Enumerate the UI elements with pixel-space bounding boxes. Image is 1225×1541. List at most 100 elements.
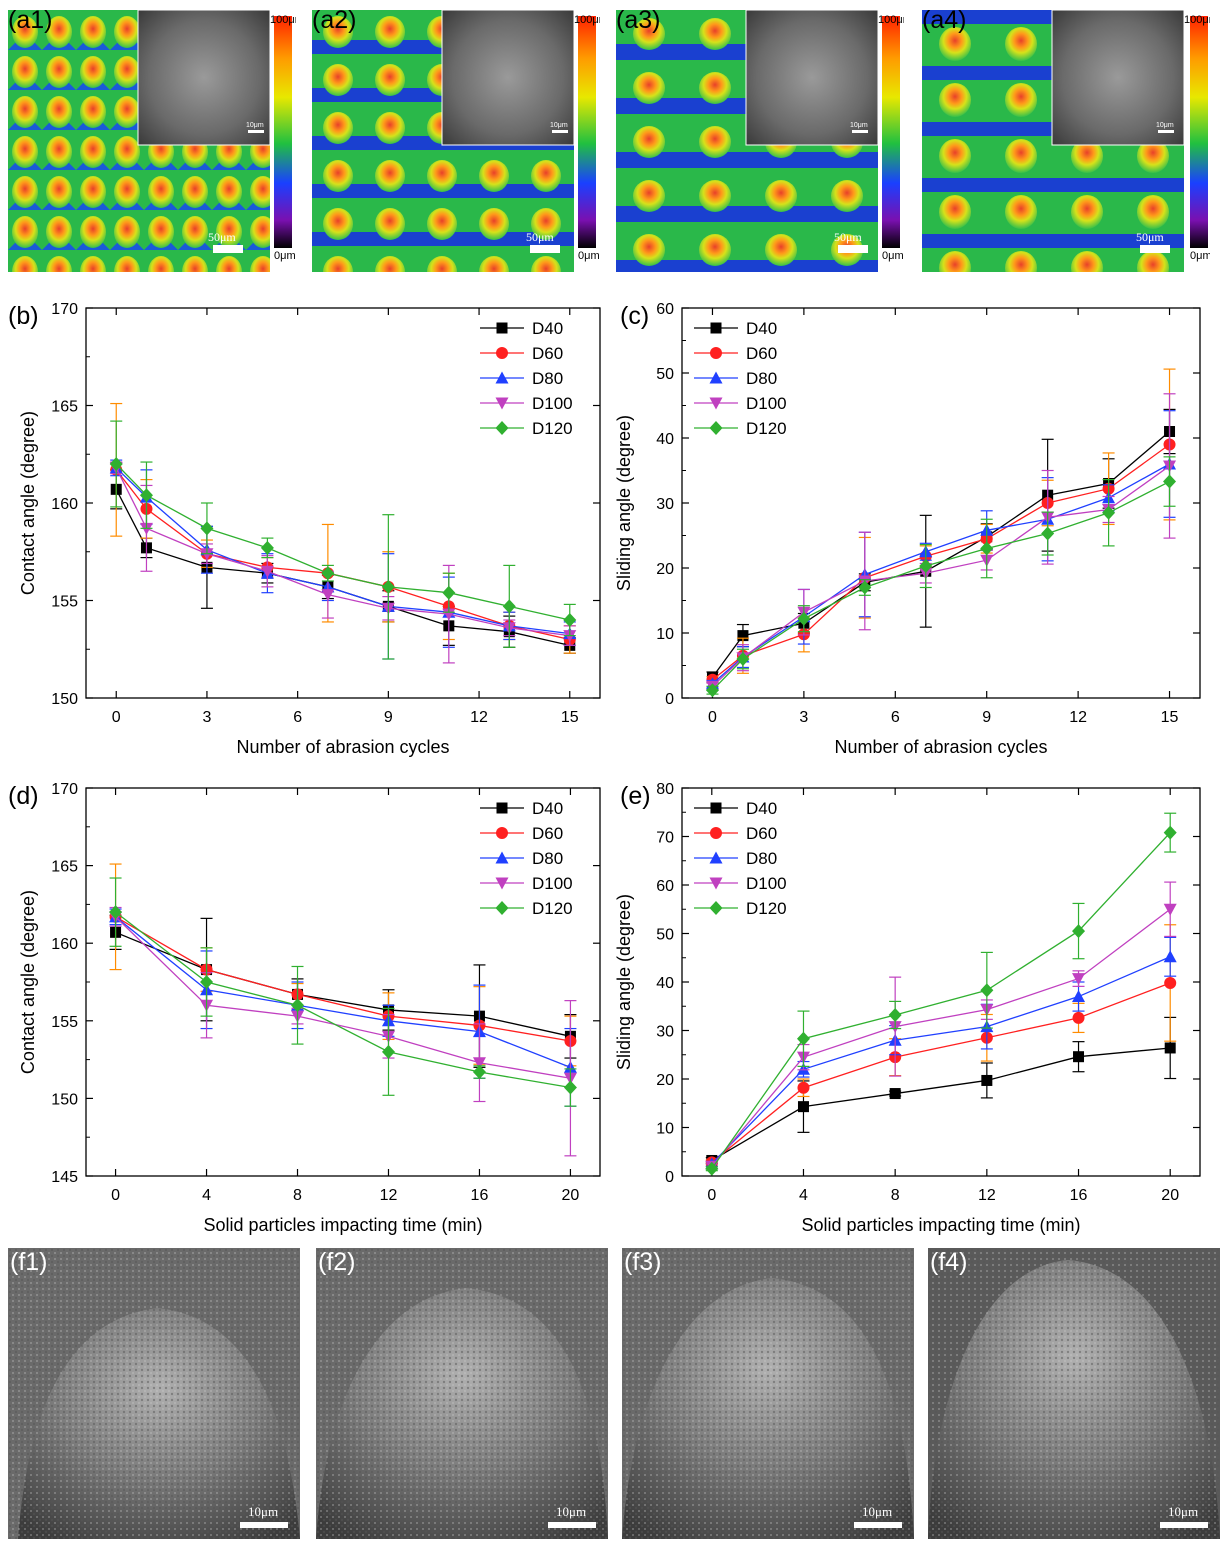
legend-label: D40	[746, 319, 777, 338]
data-point	[1163, 474, 1177, 489]
panel-label: (f3)	[624, 1248, 662, 1276]
legend-marker	[496, 322, 508, 334]
data-point	[889, 1088, 901, 1100]
topography-panel-a2: (a2) 100μm 0μm 50μm 10μm	[312, 10, 600, 272]
data-point	[1102, 505, 1116, 520]
data-point	[109, 457, 123, 471]
x-tick-label: 20	[562, 1187, 580, 1204]
data-point	[1164, 976, 1177, 989]
y-tick-label: 145	[51, 1169, 78, 1186]
legend-item-d60: D60	[480, 344, 563, 363]
legend-marker	[709, 421, 723, 435]
panel-label: (c)	[620, 302, 649, 330]
x-tick-label: 4	[799, 1187, 808, 1204]
data-point	[980, 983, 994, 998]
data-point	[797, 611, 811, 626]
x-tick-label: 0	[111, 1187, 120, 1204]
x-tick-label: 9	[384, 709, 393, 726]
legend-item-d80: D80	[480, 849, 563, 868]
plot-frame	[85, 787, 601, 1177]
inset-scale-label: 10μm	[550, 122, 568, 129]
legend-marker	[495, 371, 509, 384]
colorbar-min-label: 0μm	[882, 250, 904, 262]
panel-label: (f2)	[318, 1248, 356, 1276]
panel-label: (d)	[8, 782, 39, 810]
data-point	[381, 579, 395, 594]
y-tick-label: 40	[656, 975, 674, 992]
y-tick-label: 170	[51, 781, 78, 798]
sem-panel-f4: (f4) 10μm	[928, 1248, 1220, 1539]
panel-label: (e)	[620, 782, 651, 810]
y-tick-label: 40	[656, 431, 674, 448]
data-point	[705, 683, 719, 698]
panel-label: (f1)	[10, 1248, 48, 1276]
x-axis-label: Solid particles impacting time (min)	[801, 1215, 1080, 1235]
legend-label: D100	[532, 394, 573, 413]
series-line	[115, 931, 571, 1037]
data-point	[1164, 1042, 1176, 1054]
y-tick-label: 160	[51, 496, 78, 513]
inset-scale-label: 10μm	[1156, 122, 1174, 129]
legend-item-d40: D40	[480, 319, 563, 338]
legend-item-d80: D80	[694, 369, 777, 388]
data-point	[888, 1007, 902, 1022]
panel-label: (f4)	[930, 1248, 968, 1276]
legend-item-d80: D80	[694, 849, 777, 868]
series-line	[711, 908, 1171, 1167]
legend-marker	[495, 901, 509, 915]
legend-marker	[709, 877, 723, 890]
series-d40	[109, 914, 577, 1068]
data-point	[563, 613, 577, 627]
legend-item-d120: D120	[480, 419, 573, 438]
series-line	[711, 956, 1171, 1165]
data-point	[919, 559, 933, 574]
data-point	[736, 652, 750, 666]
x-tick-label: 16	[471, 1187, 489, 1204]
panel-label: (a1)	[8, 10, 53, 34]
sem-image	[316, 1248, 608, 1539]
legend-label: D40	[532, 319, 563, 338]
y-tick-label: 170	[51, 301, 78, 318]
scale-bar-label: 50μm	[834, 230, 862, 244]
scale-bar-label: 50μm	[1136, 230, 1164, 244]
legend-marker	[495, 851, 509, 864]
legend-label: D100	[532, 874, 573, 893]
data-point	[981, 1074, 993, 1086]
x-tick-label: 16	[1070, 1187, 1088, 1204]
series-line	[712, 463, 1170, 685]
x-tick-label: 20	[1161, 1187, 1179, 1204]
data-point	[705, 1161, 719, 1176]
y-tick-label: 10	[656, 1121, 674, 1138]
y-tick-label: 30	[656, 496, 674, 513]
data-point	[291, 998, 305, 1013]
series-d100	[705, 393, 1177, 693]
series-d120	[705, 456, 1177, 698]
legend-item-d120: D120	[480, 899, 573, 918]
y-tick-label: 165	[51, 859, 78, 876]
data-point	[796, 1031, 810, 1046]
series-line	[115, 916, 571, 1042]
scale-bar-label: 10μm	[1168, 1504, 1199, 1519]
series-d60	[706, 368, 1176, 686]
x-tick-label: 3	[799, 709, 808, 726]
series-d60	[705, 924, 1177, 1169]
sem-panel-f3: (f3) 10μm	[622, 1248, 914, 1539]
y-axis-label: Sliding angle (degree)	[614, 894, 634, 1070]
legend-item-d100: D100	[480, 394, 573, 413]
series-line	[115, 911, 571, 1089]
legend-item-d80: D80	[480, 369, 563, 388]
series-d100	[705, 881, 1177, 1173]
data-point	[321, 589, 335, 602]
legend-marker	[495, 877, 509, 890]
legend-item-d60: D60	[694, 344, 777, 363]
colorbar-min-label: 0μm	[274, 250, 296, 262]
x-tick-label: 0	[112, 709, 121, 726]
inset-scale-label: 10μm	[850, 122, 868, 129]
legend-label: D60	[532, 344, 563, 363]
series-d120	[109, 877, 577, 1107]
x-tick-label: 3	[202, 709, 211, 726]
x-tick-label: 8	[891, 1187, 900, 1204]
scale-bar-label: 10μm	[556, 1504, 587, 1519]
data-point	[1072, 973, 1086, 986]
series-line	[711, 431, 1170, 678]
